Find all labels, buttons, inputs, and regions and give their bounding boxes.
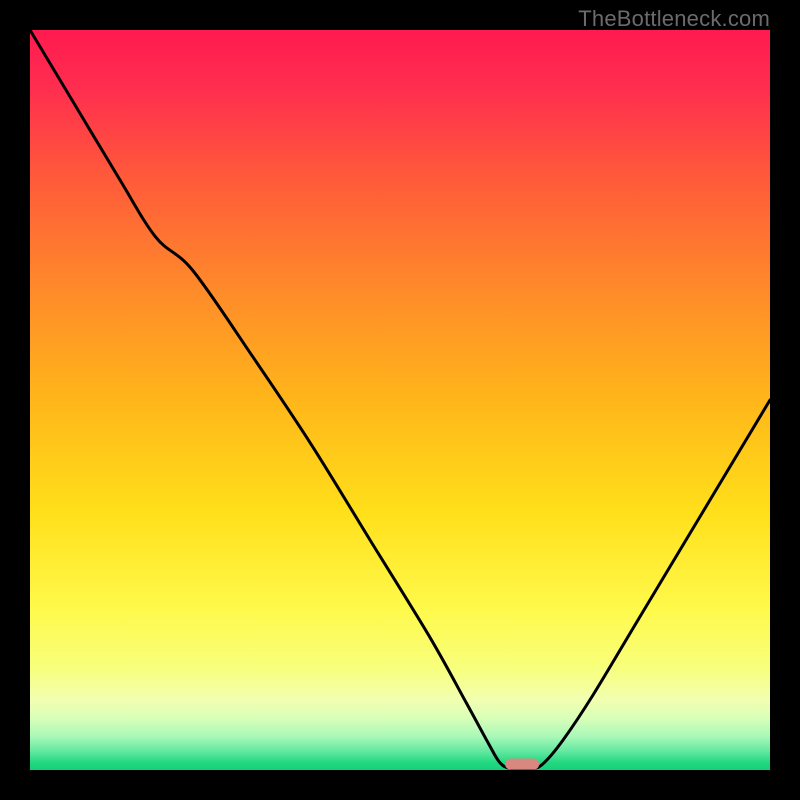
chart-background (30, 30, 770, 770)
chart-svg (30, 30, 770, 770)
minimum-marker (505, 759, 539, 770)
bottleneck-chart (30, 30, 770, 770)
watermark-text: TheBottleneck.com (578, 6, 770, 32)
